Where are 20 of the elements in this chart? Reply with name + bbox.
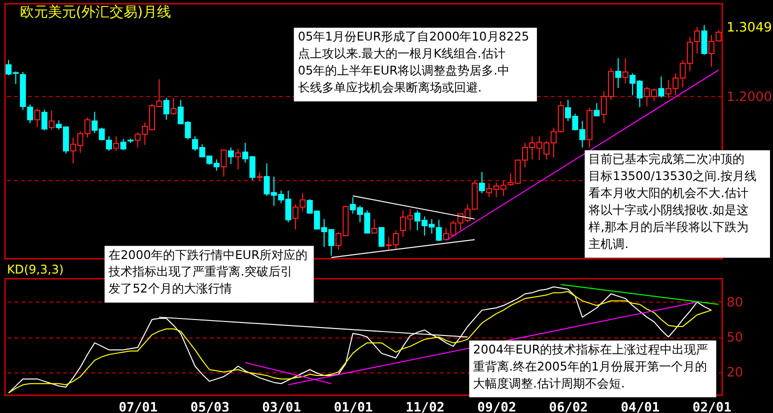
y-tick-label: 1.2000 <box>726 90 772 106</box>
y-tick-label: 50 <box>726 330 744 346</box>
chart-title: 欧元美元(外汇交易)月线 <box>20 4 171 21</box>
chart-title: KD(9,3,3) <box>6 262 64 277</box>
annotation: 在2000年的下跌行情中EUR所对应的技术指标出现了严重背离.突破后引发了52个月的大涨行情 <box>108 248 308 296</box>
annotation: 目前已基本完成第二次冲顶的目标13500/13530之间.按月线看本月收大阳的机会不大.估计将以十字或小阴线报收.如是这样,那本月的后半段将以下跌为主机调. <box>588 152 756 251</box>
x-tick-label: 11/02 <box>406 400 445 413</box>
x-tick-label: 04/01 <box>620 400 660 413</box>
x-tick-label: 06/02 <box>549 400 588 413</box>
y-tick-label: 80 <box>726 296 744 311</box>
x-tick-label: 03/01 <box>262 400 302 413</box>
annotation: 05年1月份EUR形成了自2000年10月8225点上攻以来.最大的一根月K线组合.估计05年的上半年EUR将以调整盘势居多.中长线多单应找机会果断离场或回避. <box>298 30 530 94</box>
x-tick-label: 02/01 <box>692 400 732 413</box>
x-tick-label: 07/01 <box>118 400 158 413</box>
x-tick-label: 01/01 <box>334 400 374 413</box>
x-tick-label: 05/03 <box>190 400 230 413</box>
annotation: 2004年EUR的技术指标在上涨过程中出现严重背离.终在2005年的1月份展开第一个月的大幅度调整.估计周期不会短. <box>473 342 708 390</box>
x-tick-label: 09/02 <box>477 400 516 413</box>
y-tick-label: 20 <box>726 365 744 380</box>
y-tick-label: 1.3049 <box>726 20 772 36</box>
